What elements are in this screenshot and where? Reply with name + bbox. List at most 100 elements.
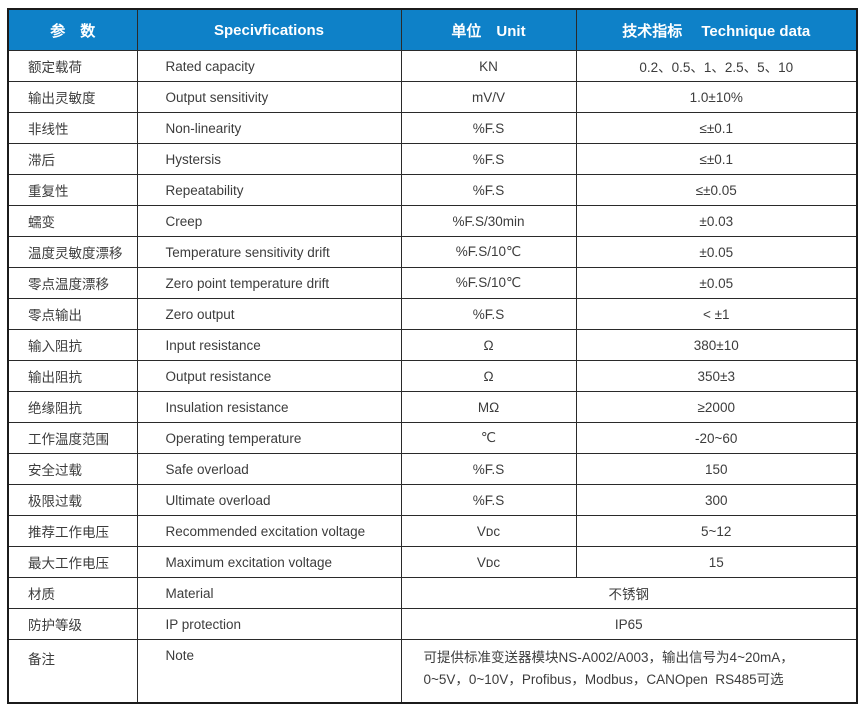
merged-value-cell: IP65 — [400, 608, 858, 640]
spec-cell: Ultimate overload — [136, 484, 402, 516]
param-cell: 安全过载 — [7, 453, 138, 485]
param-cell: 最大工作电压 — [7, 546, 138, 578]
param-cell: 工作温度范围 — [7, 422, 138, 454]
table-row: 滞后 Hystersis %F.S ≤±0.1 — [7, 143, 858, 175]
table-row: 重复性 Repeatability %F.S ≤±0.05 — [7, 174, 858, 206]
value-cell: 150 — [575, 453, 858, 485]
spec-cell: Input resistance — [136, 329, 402, 361]
spec-table-body: 额定载荷 Rated capacity KN 0.2、0.5、1、2.5、5、10 输出… — [7, 50, 858, 704]
spec-cell: Maximum excitation voltage — [136, 546, 402, 578]
spec-cell: Creep — [136, 205, 402, 237]
table-row: 推荐工作电压 Recommended excitation voltage Vᴅᴄ 5… — [7, 515, 858, 547]
table-row: 零点温度漂移 Zero point temperature drift %F.S/1… — [7, 267, 858, 299]
param-cell: 滞后 — [7, 143, 138, 175]
param-cell: 备注 — [7, 639, 138, 704]
table-row: 极限过载 Ultimate overload %F.S 300 — [7, 484, 858, 516]
spec-sheet: 参 数 Specivfications 单位 Unit 技术指标 Techniq… — [7, 8, 858, 704]
param-cell: 额定载荷 — [7, 50, 138, 82]
unit-cell: ℃ — [400, 422, 577, 454]
table-row: 输出阻抗 Output resistance Ω 350±3 — [7, 360, 858, 392]
unit-cell: %F.S/30min — [400, 205, 577, 237]
table-row: 绝缘阻抗 Insulation resistance MΩ ≥2000 — [7, 391, 858, 423]
param-cell: 温度灵敏度漂移 — [7, 236, 138, 268]
spec-cell: Repeatability — [136, 174, 402, 206]
table-row: 安全过载 Safe overload %F.S 150 — [7, 453, 858, 485]
unit-cell: Ω — [400, 360, 577, 392]
unit-cell: %F.S — [400, 453, 577, 485]
value-cell: ≤±0.05 — [575, 174, 858, 206]
spec-cell: Zero point temperature drift — [136, 267, 402, 299]
value-cell: < ±1 — [575, 298, 858, 330]
value-cell: 300 — [575, 484, 858, 516]
param-cell: 材质 — [7, 577, 138, 609]
table-row: 零点输出 Zero output %F.S < ±1 — [7, 298, 858, 330]
table-row: 材质 Material 不锈钢 — [7, 577, 858, 609]
spec-cell: Material — [136, 577, 402, 609]
unit-cell: %F.S — [400, 174, 577, 206]
spec-cell: Zero output — [136, 298, 402, 330]
table-row: 蠕变 Creep %F.S/30min ±0.03 — [7, 205, 858, 237]
param-cell: 重复性 — [7, 174, 138, 206]
unit-cell: %F.S — [400, 112, 577, 144]
value-cell: ≤±0.1 — [575, 143, 858, 175]
param-cell: 极限过载 — [7, 484, 138, 516]
value-cell: ≥2000 — [575, 391, 858, 423]
unit-cell: mV/V — [400, 81, 577, 113]
spec-table-header: 参 数 Specivfications 单位 Unit 技术指标 Techniq… — [7, 8, 858, 51]
spec-cell: IP protection — [136, 608, 402, 640]
table-row: 额定载荷 Rated capacity KN 0.2、0.5、1、2.5、5、10 — [7, 50, 858, 82]
merged-value-cell: 不锈钢 — [400, 577, 858, 609]
header-row: 参 数 Specivfications 单位 Unit 技术指标 Techniq… — [7, 8, 858, 51]
spec-cell: Output resistance — [136, 360, 402, 392]
value-cell: 380±10 — [575, 329, 858, 361]
value-cell: 1.0±10% — [575, 81, 858, 113]
spec-table: 参 数 Specivfications 单位 Unit 技术指标 Techniq… — [7, 8, 858, 704]
header-unit: 单位 Unit — [400, 8, 577, 51]
unit-cell: %F.S — [400, 298, 577, 330]
unit-cell: Ω — [400, 329, 577, 361]
unit-cell: %F.S — [400, 484, 577, 516]
spec-cell: Hystersis — [136, 143, 402, 175]
param-cell: 推荐工作电压 — [7, 515, 138, 547]
table-row: 非线性 Non-linearity %F.S ≤±0.1 — [7, 112, 858, 144]
unit-cell: Vᴅᴄ — [400, 546, 577, 578]
value-cell: 15 — [575, 546, 858, 578]
value-cell: 5~12 — [575, 515, 858, 547]
param-cell: 输入阻抗 — [7, 329, 138, 361]
spec-cell: Recommended excitation voltage — [136, 515, 402, 547]
table-row: 最大工作电压 Maximum excitation voltage Vᴅᴄ 15 — [7, 546, 858, 578]
spec-cell: Note — [136, 639, 402, 704]
table-row: 温度灵敏度漂移 Temperature sensitivity drift %F.S… — [7, 236, 858, 268]
value-cell: ±0.03 — [575, 205, 858, 237]
value-cell: 350±3 — [575, 360, 858, 392]
spec-cell: Temperature sensitivity drift — [136, 236, 402, 268]
param-cell: 零点温度漂移 — [7, 267, 138, 299]
spec-cell: Safe overload — [136, 453, 402, 485]
param-cell: 蠕变 — [7, 205, 138, 237]
table-row: 输入阻抗 Input resistance Ω 380±10 — [7, 329, 858, 361]
value-cell: -20~60 — [575, 422, 858, 454]
header-technique-data: 技术指标 Technique data — [575, 8, 858, 51]
unit-cell: %F.S/10℃ — [400, 236, 577, 268]
header-param: 参 数 — [7, 8, 138, 51]
param-cell: 输出阻抗 — [7, 360, 138, 392]
value-cell: ≤±0.1 — [575, 112, 858, 144]
merged-value-cell: 可提供标准变送器模块NS-A002/A003，输出信号为4~20mA，0~5V，… — [400, 639, 858, 704]
unit-cell: KN — [400, 50, 577, 82]
table-row: 工作温度范围 Operating temperature ℃ -20~60 — [7, 422, 858, 454]
spec-cell: Non-linearity — [136, 112, 402, 144]
header-specifications: Specivfications — [136, 8, 402, 51]
param-cell: 非线性 — [7, 112, 138, 144]
param-cell: 输出灵敏度 — [7, 81, 138, 113]
unit-cell: %F.S — [400, 143, 577, 175]
spec-cell: Operating temperature — [136, 422, 402, 454]
param-cell: 零点输出 — [7, 298, 138, 330]
spec-cell: Output sensitivity — [136, 81, 402, 113]
value-cell: ±0.05 — [575, 267, 858, 299]
value-cell: 0.2、0.5、1、2.5、5、10 — [575, 50, 858, 82]
param-cell: 绝缘阻抗 — [7, 391, 138, 423]
spec-cell: Insulation resistance — [136, 391, 402, 423]
unit-cell: %F.S/10℃ — [400, 267, 577, 299]
unit-cell: MΩ — [400, 391, 577, 423]
spec-cell: Rated capacity — [136, 50, 402, 82]
